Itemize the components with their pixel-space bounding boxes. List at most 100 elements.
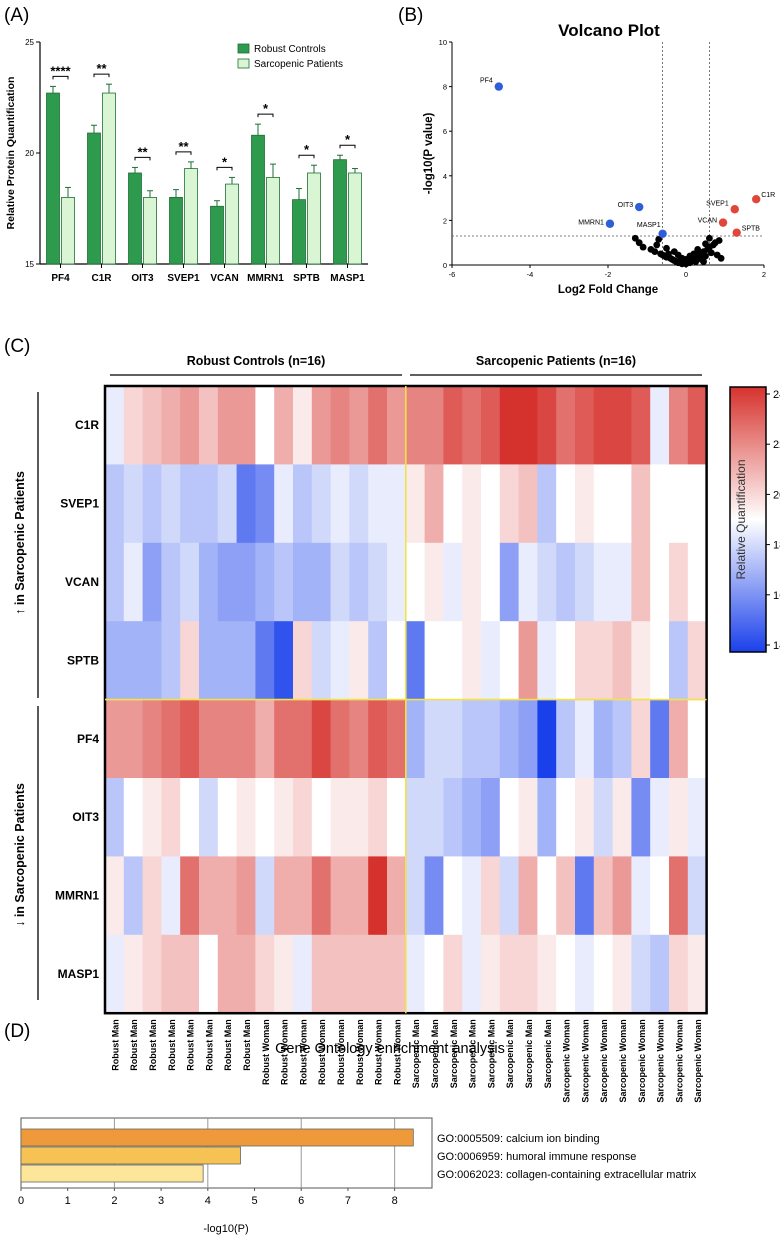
column-label: Robust Woman	[392, 1019, 402, 1085]
heatmap-cell	[368, 386, 388, 465]
heatmap-cell	[349, 464, 369, 544]
panel-a-label: (A)	[4, 5, 29, 26]
significance-bracket	[339, 144, 356, 149]
go-term-label: GO:0006959: humoral immune response	[437, 1151, 636, 1163]
heatmap-cell	[669, 386, 689, 465]
heatmap-cell	[349, 621, 369, 700]
panel-d-label: (D)	[4, 1021, 30, 1042]
heatmap-cell	[274, 699, 294, 779]
column-label: Sarcopenic Man	[486, 1019, 496, 1088]
heatmap-cell	[236, 856, 256, 936]
heatmap-cell	[518, 699, 538, 779]
colorbar-tick-label: 24	[773, 389, 780, 401]
column-label: Robust Woman	[336, 1019, 346, 1085]
heatmap-cell	[499, 778, 519, 857]
significance-bracket	[257, 113, 274, 118]
heatmap-cell	[105, 621, 125, 700]
heatmap-cell	[199, 542, 219, 622]
bar-MASP1-robust	[333, 159, 347, 265]
heatmap-cell	[462, 386, 482, 465]
heatmap-cell	[443, 621, 463, 700]
heatmap-cell	[537, 778, 557, 857]
column-label: Robust Man	[223, 1019, 233, 1071]
panel-b: (B) Volcano Plot 0 2 4 6 8 10 -6 -4 -2 0 2 Log2 Fold…	[398, 5, 775, 296]
row-group-label-down: ↓ in Sarcopenic Patients	[13, 783, 27, 927]
heatmap-cell	[387, 542, 407, 622]
volcano-point	[706, 234, 713, 242]
heatmap-cell	[255, 778, 275, 857]
heatmap-cell	[462, 621, 482, 700]
heatmap-cell	[142, 934, 162, 1014]
significance-bracket	[175, 151, 192, 155]
heatmap-cell	[481, 778, 501, 857]
heatmap-cell	[368, 934, 388, 1014]
heatmap-cell	[255, 934, 275, 1014]
heatmap-cell	[123, 464, 143, 544]
heatmap-cell	[161, 934, 181, 1014]
heatmap-cell	[499, 621, 519, 700]
volcano-point-vcan	[718, 218, 728, 227]
heatmap-cell	[575, 621, 595, 700]
heatmap-cell	[349, 934, 369, 1014]
heatmap-cell	[687, 621, 707, 700]
colorbar	[729, 386, 767, 653]
heatmap-cell	[575, 699, 595, 779]
volcano-point	[635, 239, 643, 247]
heatmap-cell	[687, 542, 707, 622]
bar-PF4-sarcopenic	[61, 196, 75, 265]
heatmap-cell	[236, 934, 256, 1014]
heatmap-cell	[424, 934, 444, 1014]
heatmap-cell	[593, 464, 613, 544]
heatmap-cell	[199, 386, 219, 465]
heatmap-cell	[217, 621, 237, 700]
x-tick-label: 0	[18, 1195, 24, 1207]
bar-PF4-robust	[46, 92, 60, 265]
heatmap-cell	[255, 621, 275, 700]
volcano-point	[700, 258, 707, 266]
x-tick-label: 1	[65, 1195, 71, 1207]
bar-VCAN-sarcopenic	[225, 183, 239, 265]
legend-swatch	[237, 43, 250, 54]
colorbar-tick-label: 20	[773, 489, 780, 501]
group-header-robust: Robust Controls (n=16)	[187, 354, 326, 368]
heatmap-cell	[255, 699, 275, 779]
significance-mark: **	[96, 61, 107, 76]
column-label: Robust Man	[204, 1019, 214, 1070]
heatmap-cell	[650, 778, 670, 857]
heatmap-cell	[537, 464, 557, 544]
heatmap-cell	[368, 778, 388, 857]
heatmap-cell	[217, 386, 237, 465]
heatmap-cell	[687, 386, 707, 465]
column-label: Robust Woman	[298, 1019, 308, 1085]
colorbar-title: Relative Quantification	[734, 459, 748, 579]
heatmap-cell	[537, 856, 557, 936]
heatmap-cell	[556, 621, 576, 700]
heatmap-cell	[330, 934, 350, 1014]
volcano-title: Volcano Plot	[558, 21, 660, 40]
heatmap-cell	[443, 464, 463, 544]
heatmap-cell	[443, 934, 463, 1014]
significance-mark: **	[137, 144, 148, 159]
column-label: Robust Man	[242, 1019, 252, 1070]
significance-mark: *	[222, 154, 228, 169]
heatmap-cell	[650, 856, 670, 936]
heatmap-cell	[387, 386, 407, 465]
heatmap-cell	[311, 464, 331, 544]
x-tick-label: -2	[605, 270, 612, 279]
heatmap-cell	[123, 778, 143, 857]
volcano-point-svep1	[730, 205, 739, 214]
volcano-point	[715, 237, 723, 244]
heatmap-cell	[499, 856, 519, 936]
heatmap-cell	[217, 856, 237, 936]
heatmap-cell	[349, 856, 369, 936]
colorbar-tick-label: 16	[773, 590, 780, 602]
volcano-point	[717, 254, 725, 262]
heatmap-cell	[575, 542, 595, 622]
heatmap-cell	[424, 778, 444, 857]
heatmap-cell	[236, 778, 256, 857]
heatmap-cell	[217, 778, 237, 857]
heatmap-cell	[669, 699, 689, 779]
column-label: Robust Woman	[261, 1019, 271, 1085]
heatmap-cell	[274, 778, 294, 857]
bar-VCAN-robust	[210, 205, 224, 265]
